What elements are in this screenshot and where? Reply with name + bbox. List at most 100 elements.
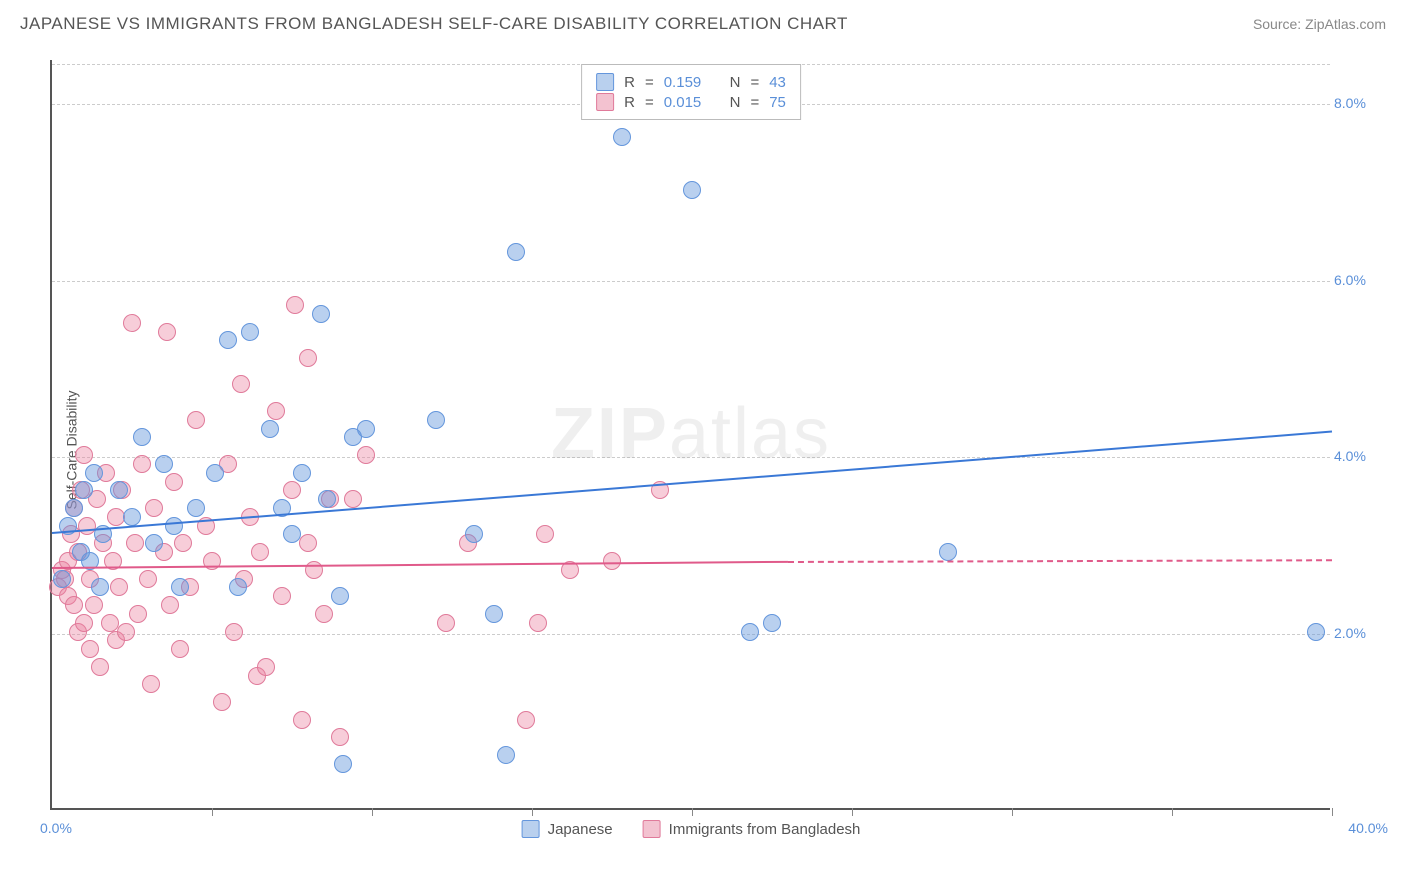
data-point: [75, 614, 93, 632]
watermark: ZIPatlas: [551, 393, 831, 475]
data-point: [741, 623, 759, 641]
legend-swatch: [522, 820, 540, 838]
legend-label: Immigrants from Bangladesh: [669, 821, 861, 838]
data-point: [283, 481, 301, 499]
data-point: [331, 587, 349, 605]
x-axis-min-label: 0.0%: [40, 820, 72, 836]
y-tick-label: 2.0%: [1334, 625, 1382, 641]
data-point: [161, 596, 179, 614]
data-point: [536, 525, 554, 543]
data-point: [65, 499, 83, 517]
data-point: [165, 473, 183, 491]
data-point: [187, 411, 205, 429]
data-point: [171, 640, 189, 658]
data-point: [139, 570, 157, 588]
data-point: [603, 552, 621, 570]
data-point: [613, 128, 631, 146]
data-point: [1307, 623, 1325, 641]
data-point: [75, 446, 93, 464]
data-point: [763, 614, 781, 632]
data-point: [283, 525, 301, 543]
data-point: [145, 534, 163, 552]
x-tick-mark: [532, 808, 533, 816]
x-tick-mark: [852, 808, 853, 816]
plot-area: ZIPatlas R=0.159 N=43R=0.015 N=75 0.0% 4…: [50, 60, 1330, 810]
legend-label: Japanese: [548, 821, 613, 838]
data-point: [123, 314, 141, 332]
y-tick-label: 4.0%: [1334, 448, 1382, 464]
x-tick-mark: [212, 808, 213, 816]
data-point: [126, 534, 144, 552]
data-point: [123, 508, 141, 526]
data-point: [318, 490, 336, 508]
data-point: [683, 181, 701, 199]
data-point: [293, 464, 311, 482]
data-point: [334, 755, 352, 773]
series-legend: Japanese Immigrants from Bangladesh: [522, 820, 861, 838]
legend-swatch: [596, 93, 614, 111]
data-point: [485, 605, 503, 623]
gridline: [52, 281, 1330, 282]
data-point: [273, 587, 291, 605]
data-point: [315, 605, 333, 623]
data-point: [129, 605, 147, 623]
x-tick-mark: [1332, 808, 1333, 816]
trend-line: [52, 431, 1332, 534]
y-tick-label: 6.0%: [1334, 272, 1382, 288]
data-point: [219, 331, 237, 349]
data-point: [133, 455, 151, 473]
trend-line: [788, 559, 1332, 563]
data-point: [187, 499, 205, 517]
data-point: [110, 578, 128, 596]
data-point: [229, 578, 247, 596]
data-point: [65, 596, 83, 614]
data-point: [286, 296, 304, 314]
data-point: [158, 323, 176, 341]
x-tick-mark: [692, 808, 693, 816]
data-point: [142, 675, 160, 693]
data-point: [251, 543, 269, 561]
data-point: [91, 658, 109, 676]
data-point: [293, 711, 311, 729]
data-point: [529, 614, 547, 632]
data-point: [257, 658, 275, 676]
gridline: [52, 634, 1330, 635]
source-attribution: Source: ZipAtlas.com: [1253, 16, 1386, 32]
data-point: [357, 446, 375, 464]
data-point: [213, 693, 231, 711]
legend-swatch: [596, 73, 614, 91]
x-tick-mark: [1172, 808, 1173, 816]
gridline: [52, 457, 1330, 458]
data-point: [299, 534, 317, 552]
data-point: [110, 481, 128, 499]
legend-row: R=0.159 N=43: [596, 73, 786, 91]
data-point: [75, 481, 93, 499]
data-point: [427, 411, 445, 429]
x-tick-mark: [372, 808, 373, 816]
chart-title: JAPANESE VS IMMIGRANTS FROM BANGLADESH S…: [20, 14, 848, 34]
data-point: [497, 746, 515, 764]
data-point: [305, 561, 323, 579]
legend-swatch: [643, 820, 661, 838]
data-point: [81, 640, 99, 658]
x-tick-mark: [1012, 808, 1013, 816]
scatter-chart: Self-Care Disability ZIPatlas R=0.159 N=…: [50, 60, 1370, 840]
y-tick-label: 8.0%: [1334, 95, 1382, 111]
data-point: [225, 623, 243, 641]
data-point: [171, 578, 189, 596]
data-point: [331, 728, 349, 746]
data-point: [939, 543, 957, 561]
legend-item: Immigrants from Bangladesh: [643, 820, 861, 838]
data-point: [507, 243, 525, 261]
data-point: [155, 455, 173, 473]
data-point: [85, 596, 103, 614]
data-point: [165, 517, 183, 535]
legend-row: R=0.015 N=75: [596, 93, 786, 111]
data-point: [241, 323, 259, 341]
data-point: [299, 349, 317, 367]
data-point: [91, 578, 109, 596]
data-point: [261, 420, 279, 438]
data-point: [53, 570, 71, 588]
data-point: [145, 499, 163, 517]
data-point: [465, 525, 483, 543]
